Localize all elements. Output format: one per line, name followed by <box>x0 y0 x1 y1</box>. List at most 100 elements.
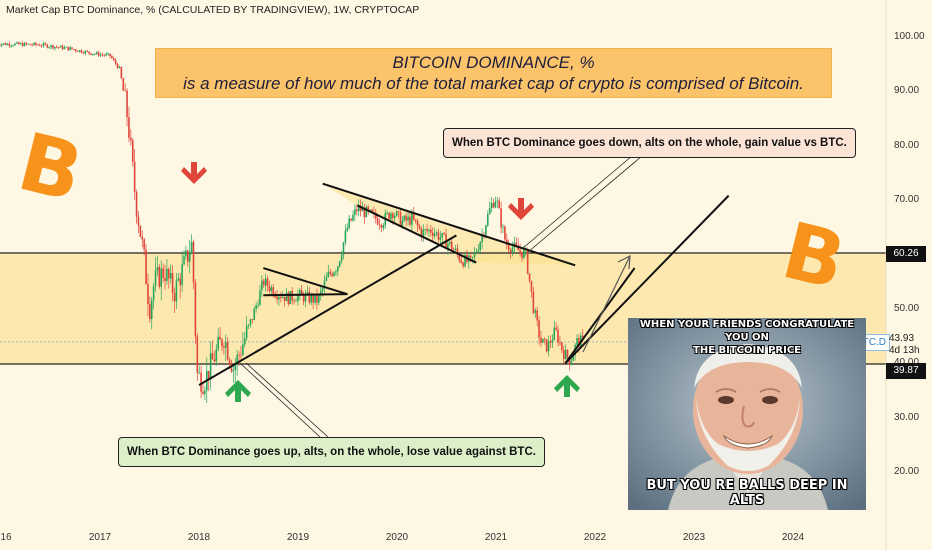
candle-body <box>86 50 88 52</box>
meme-image: WHEN YOUR FRIENDS CONGRATULATE YOU ON TH… <box>628 318 866 510</box>
candle-body <box>257 305 259 307</box>
candle-body <box>74 49 77 51</box>
candle-body <box>300 290 303 295</box>
candle-body <box>128 117 130 138</box>
candle-body <box>450 241 453 250</box>
trend-line[interactable] <box>564 194 730 364</box>
candle-body <box>523 249 525 258</box>
candle-body <box>344 230 347 243</box>
candle-body <box>494 201 497 208</box>
candle-body <box>492 202 495 208</box>
candle-body <box>145 249 147 285</box>
red-down-arrow-icon <box>181 162 207 184</box>
candle-body <box>407 216 409 221</box>
candle-body <box>73 49 75 50</box>
projection-arrow-icon <box>582 254 631 353</box>
candle-body <box>69 47 71 51</box>
trend-line[interactable] <box>263 267 348 296</box>
candle-body <box>247 324 250 326</box>
candle-body <box>280 296 282 298</box>
candle-body <box>511 247 514 253</box>
y-tick-label: 90.00 <box>894 85 920 97</box>
candle-body <box>507 244 510 250</box>
candle-body <box>570 360 573 365</box>
x-tick-label: 2022 <box>583 532 607 543</box>
trend-line[interactable] <box>322 182 576 267</box>
connector-down-2 <box>527 155 643 253</box>
callout-connectors <box>239 155 643 438</box>
candle-body <box>460 260 463 263</box>
candle-body <box>131 140 134 162</box>
candle-body <box>133 161 136 192</box>
candle-body <box>160 268 163 287</box>
candle-body <box>359 205 362 212</box>
chart-header-title: Market Cap BTC Dominance, % (CALCULATED … <box>6 4 420 16</box>
candle-body <box>21 43 24 47</box>
y-tick-label: 100.00 <box>894 30 925 42</box>
candle-body <box>486 214 489 226</box>
connector-up-2 <box>245 362 329 438</box>
candle-body <box>114 60 117 64</box>
candle-body <box>342 242 345 256</box>
candle-body <box>357 205 360 212</box>
title-annotation-line2: is a measure of how much of the total ma… <box>183 74 804 93</box>
candle-body <box>504 226 506 240</box>
candle-body <box>361 208 364 212</box>
candle-body <box>71 47 73 50</box>
meme-top-caption: WHEN YOUR FRIENDS CONGRATULATE YOU ON TH… <box>628 318 866 357</box>
candle-body <box>202 391 204 394</box>
candle-body <box>50 45 52 48</box>
candle-body <box>551 339 554 343</box>
candle-body <box>538 320 540 338</box>
candle-body <box>333 272 335 276</box>
candle-body <box>262 280 265 286</box>
candle-body <box>101 54 104 56</box>
candle-body <box>449 241 451 244</box>
candle-body <box>295 300 297 302</box>
candle-body <box>386 212 388 214</box>
candle-body <box>411 213 413 225</box>
trend-line[interactable] <box>198 234 457 386</box>
candle-body <box>395 211 398 216</box>
green-up-arrow-icon <box>225 380 251 402</box>
candle-body <box>234 365 237 371</box>
candle-body <box>287 292 290 305</box>
candle-body <box>388 212 390 219</box>
candle-body <box>27 43 30 45</box>
candle-body <box>576 337 578 345</box>
candle-body <box>211 353 214 360</box>
candle-body <box>285 292 288 302</box>
candle-body <box>122 78 125 91</box>
candle-body <box>259 290 261 306</box>
candle-body <box>319 290 322 295</box>
candle-body <box>420 228 423 237</box>
candle-body <box>502 226 504 228</box>
candle-body <box>500 208 502 228</box>
candle-body <box>154 270 157 287</box>
candles-group <box>0 41 584 403</box>
candle-body <box>568 357 571 365</box>
y-tick-label: 30.00 <box>894 411 920 423</box>
candle-body <box>561 342 563 351</box>
candle-body <box>318 294 320 303</box>
candle-body <box>78 50 81 52</box>
resistance-price-tag: 60.26 <box>886 246 926 262</box>
candle-body <box>183 256 185 265</box>
candle-body <box>382 225 385 228</box>
candle-body <box>190 241 193 254</box>
y-tick-label: 20.00 <box>894 466 920 478</box>
candle-body <box>196 336 199 373</box>
trend-line[interactable] <box>356 204 477 264</box>
candle-body <box>177 278 180 281</box>
candle-body <box>581 335 584 338</box>
candle-body <box>23 42 26 47</box>
trend-line[interactable] <box>263 293 348 297</box>
candle-body <box>557 329 559 343</box>
callout-btc-dominance-down: When BTC Dominance goes down, alts on th… <box>443 128 856 158</box>
trend-line[interactable] <box>564 267 636 364</box>
candle-body <box>82 52 85 54</box>
green-up-arrow-icon <box>554 375 580 397</box>
candle-body <box>418 225 421 229</box>
candle-body <box>477 250 480 252</box>
